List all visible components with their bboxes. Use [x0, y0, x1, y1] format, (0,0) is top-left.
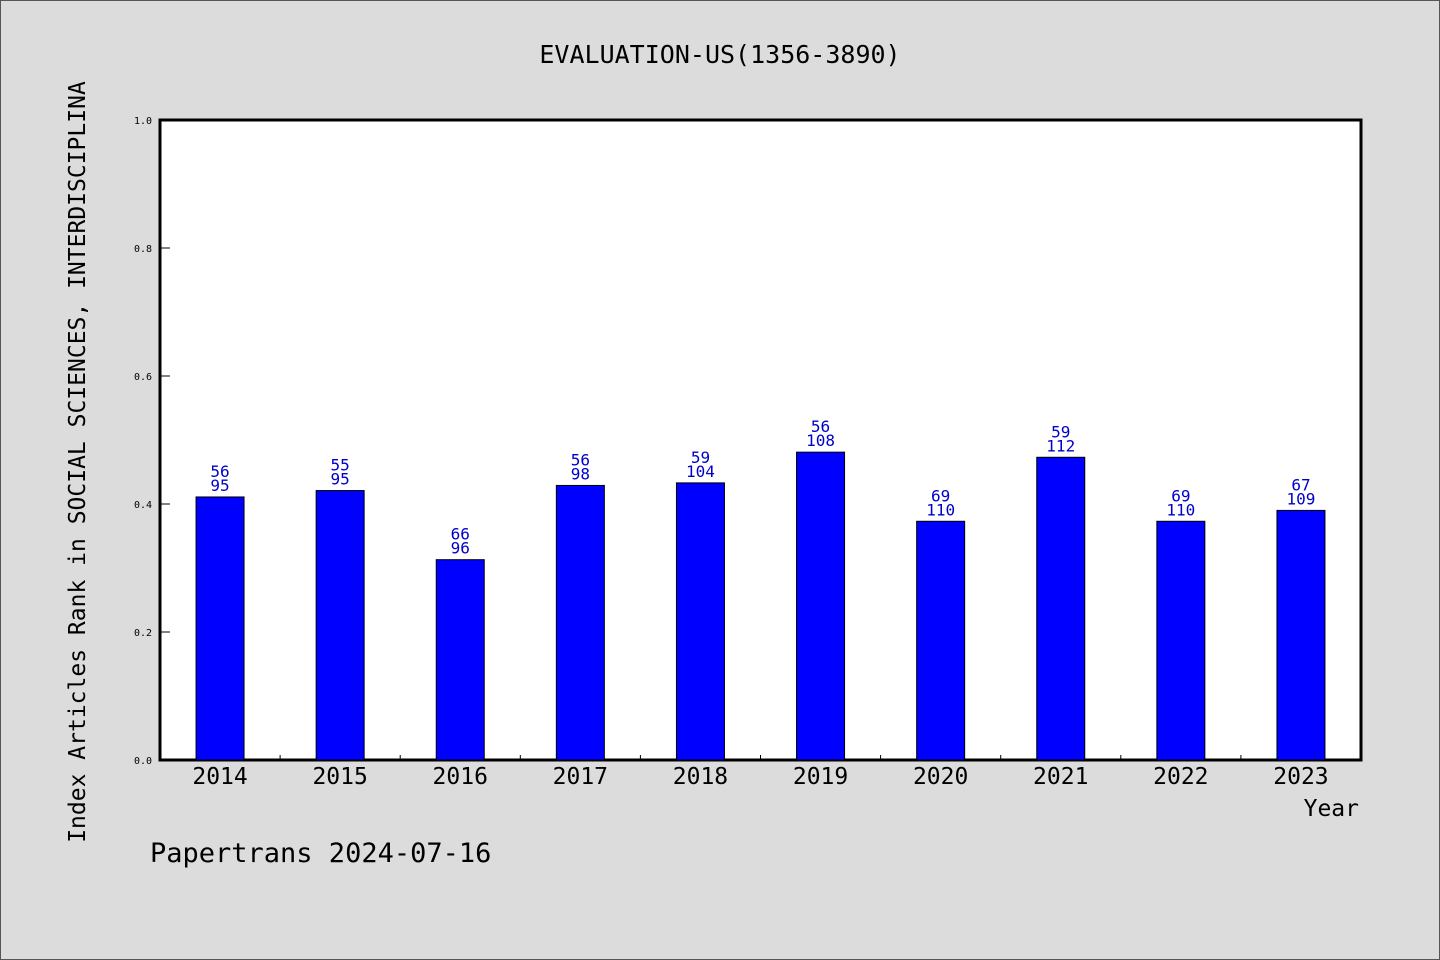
bar-rank-label: 69: [1171, 486, 1190, 505]
bar-2022: [1156, 520, 1206, 761]
bars: 5695559566965698591045610869110591126911…: [195, 417, 1326, 761]
bar-rank-label: 56: [210, 462, 229, 481]
bar-2016: [435, 559, 485, 761]
bar-rank-label: 67: [1291, 475, 1310, 494]
bar-2019: [796, 451, 846, 761]
x-axis: 2014 2015 2016 2017 2018 2019 2020 2021 2022 2023: [192, 755, 1329, 790]
x-tick-label: 2015: [312, 764, 367, 790]
x-tick-label: 2016: [433, 764, 488, 790]
bar-2015: [315, 490, 365, 761]
bar-rank-label: 59: [1051, 422, 1070, 441]
chart-title: EVALUATION-US(1356-3890): [539, 40, 900, 69]
x-tick-label: 2021: [1033, 764, 1088, 790]
bar-total-label: 108: [806, 431, 835, 450]
bar-rank-label: 66: [451, 525, 470, 544]
bar-total-label: 95: [331, 470, 350, 489]
bar-rank-label: 69: [931, 486, 950, 505]
y-tick-label: 0.0: [134, 756, 152, 767]
x-tick-label: 2023: [1273, 764, 1328, 790]
y-tick-label: 1.0: [134, 116, 152, 127]
bar-total-label: 109: [1286, 489, 1315, 508]
bar-total-label: 98: [571, 464, 590, 483]
y-tick-label: 0.2: [134, 628, 152, 639]
bar-2014: [195, 496, 245, 761]
bar-2017: [555, 484, 605, 761]
bar-2023: [1276, 509, 1326, 761]
bar-total-label: 96: [451, 539, 470, 558]
x-tick-label: 2022: [1153, 764, 1208, 790]
bar-rank-label: 56: [571, 450, 590, 469]
y-axis: 0.0 0.2 0.4 0.6 0.8 1.0: [134, 116, 170, 767]
bar-rank-label: 56: [811, 417, 830, 436]
y-tick-label: 0.8: [134, 244, 152, 255]
y-axis-label: Index Articles Rank in SOCIAL SCIENCES, …: [65, 81, 91, 843]
x-tick-label: 2017: [553, 764, 608, 790]
bar-total-label: 112: [1046, 436, 1075, 455]
bar-total-label: 95: [210, 476, 229, 495]
x-tick-label: 2014: [192, 764, 247, 790]
x-tick-label: 2020: [913, 764, 968, 790]
bar-2018: [675, 482, 725, 761]
bar-total-label: 110: [926, 500, 955, 519]
bar-total-label: 104: [686, 462, 715, 481]
x-tick-label: 2019: [793, 764, 848, 790]
x-tick-label: 2018: [673, 764, 728, 790]
bar-rank-label: 59: [691, 448, 710, 467]
y-tick-label: 0.6: [134, 372, 152, 383]
bar-2020: [916, 520, 966, 761]
y-tick-label: 0.4: [134, 500, 152, 511]
footer-credit: Papertrans 2024-07-16: [150, 838, 491, 869]
bar-total-label: 110: [1166, 500, 1195, 519]
x-axis-label: Year: [1304, 796, 1359, 822]
bar-2021: [1036, 456, 1086, 761]
bar-rank-label: 55: [331, 456, 350, 475]
